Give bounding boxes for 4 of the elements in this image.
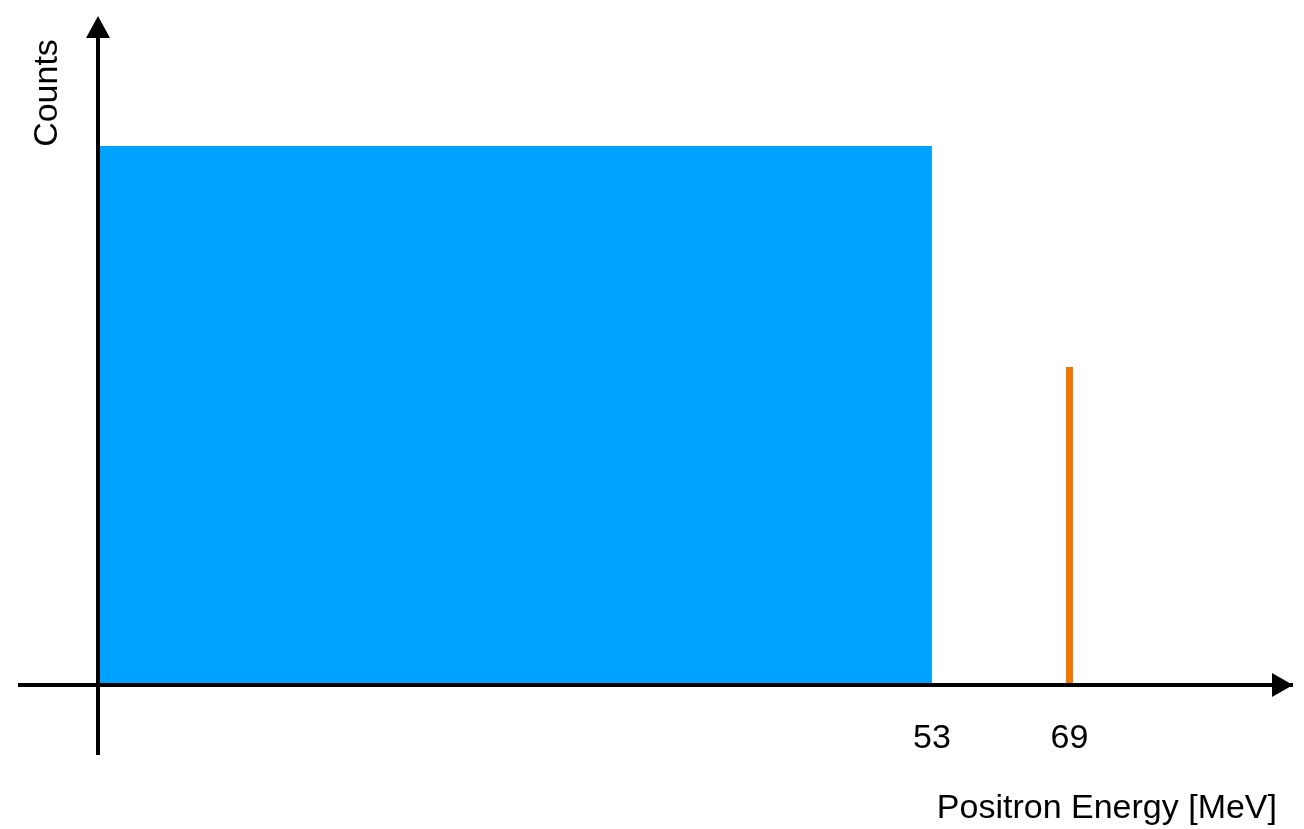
x-tick-label: 69 bbox=[1050, 717, 1089, 755]
y-axis-title: Counts bbox=[26, 39, 64, 147]
x-tick-label: 53 bbox=[913, 717, 951, 755]
x-axis-title: Positron Energy [MeV] bbox=[936, 787, 1277, 825]
